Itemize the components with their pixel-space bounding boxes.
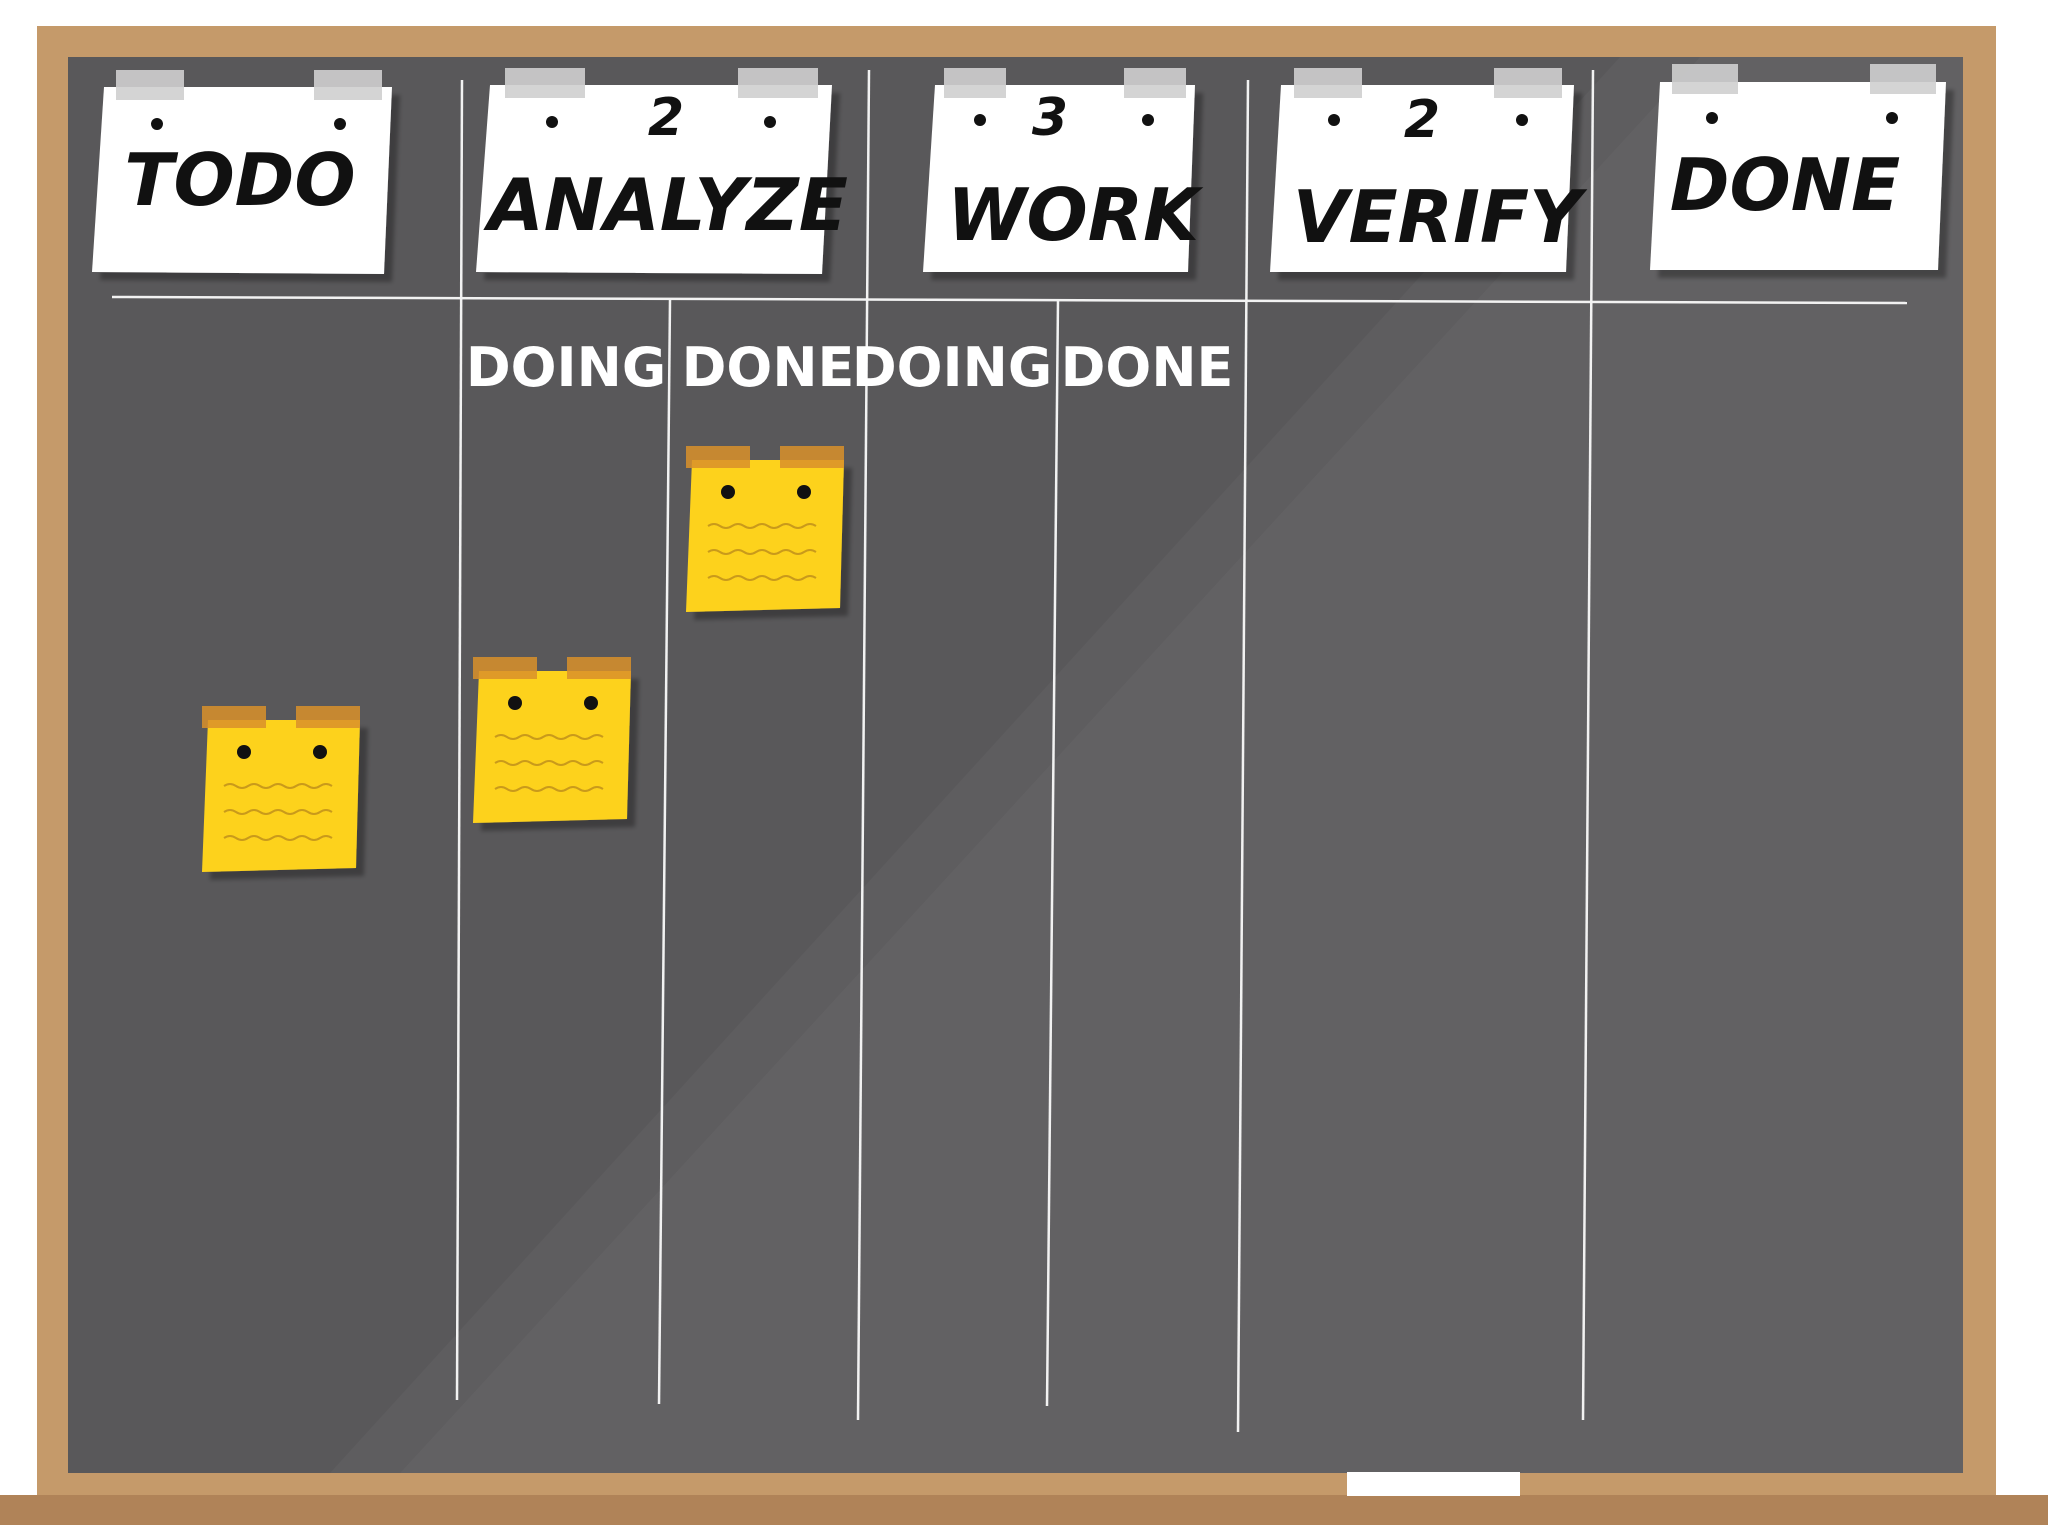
wip-limit: 3 <box>1032 88 1068 148</box>
column-title: WORK <box>947 173 1204 257</box>
sticky-note <box>473 657 631 823</box>
header-cards <box>92 82 1946 274</box>
subcolumn-label: DOING <box>852 336 1052 399</box>
shelf <box>0 1495 2048 1525</box>
subcolumn-label: DONE <box>682 336 855 399</box>
column-title: TODO <box>124 138 355 222</box>
wip-limit: 2 <box>1404 90 1440 150</box>
chalkboard <box>68 57 1963 1473</box>
sticky-note <box>686 446 844 612</box>
subcolumn-label: DOING <box>466 336 666 399</box>
column-title: VERIFY <box>1293 175 1588 259</box>
chalk-lines <box>111 69 1908 1433</box>
wip-limit: 2 <box>648 88 684 148</box>
column-title: ANALYZE <box>483 163 848 247</box>
eraser <box>1347 1472 1520 1496</box>
subcolumn-label: DONE <box>1061 336 1234 399</box>
sticky-note <box>202 706 360 872</box>
column-title: DONE <box>1670 143 1900 227</box>
